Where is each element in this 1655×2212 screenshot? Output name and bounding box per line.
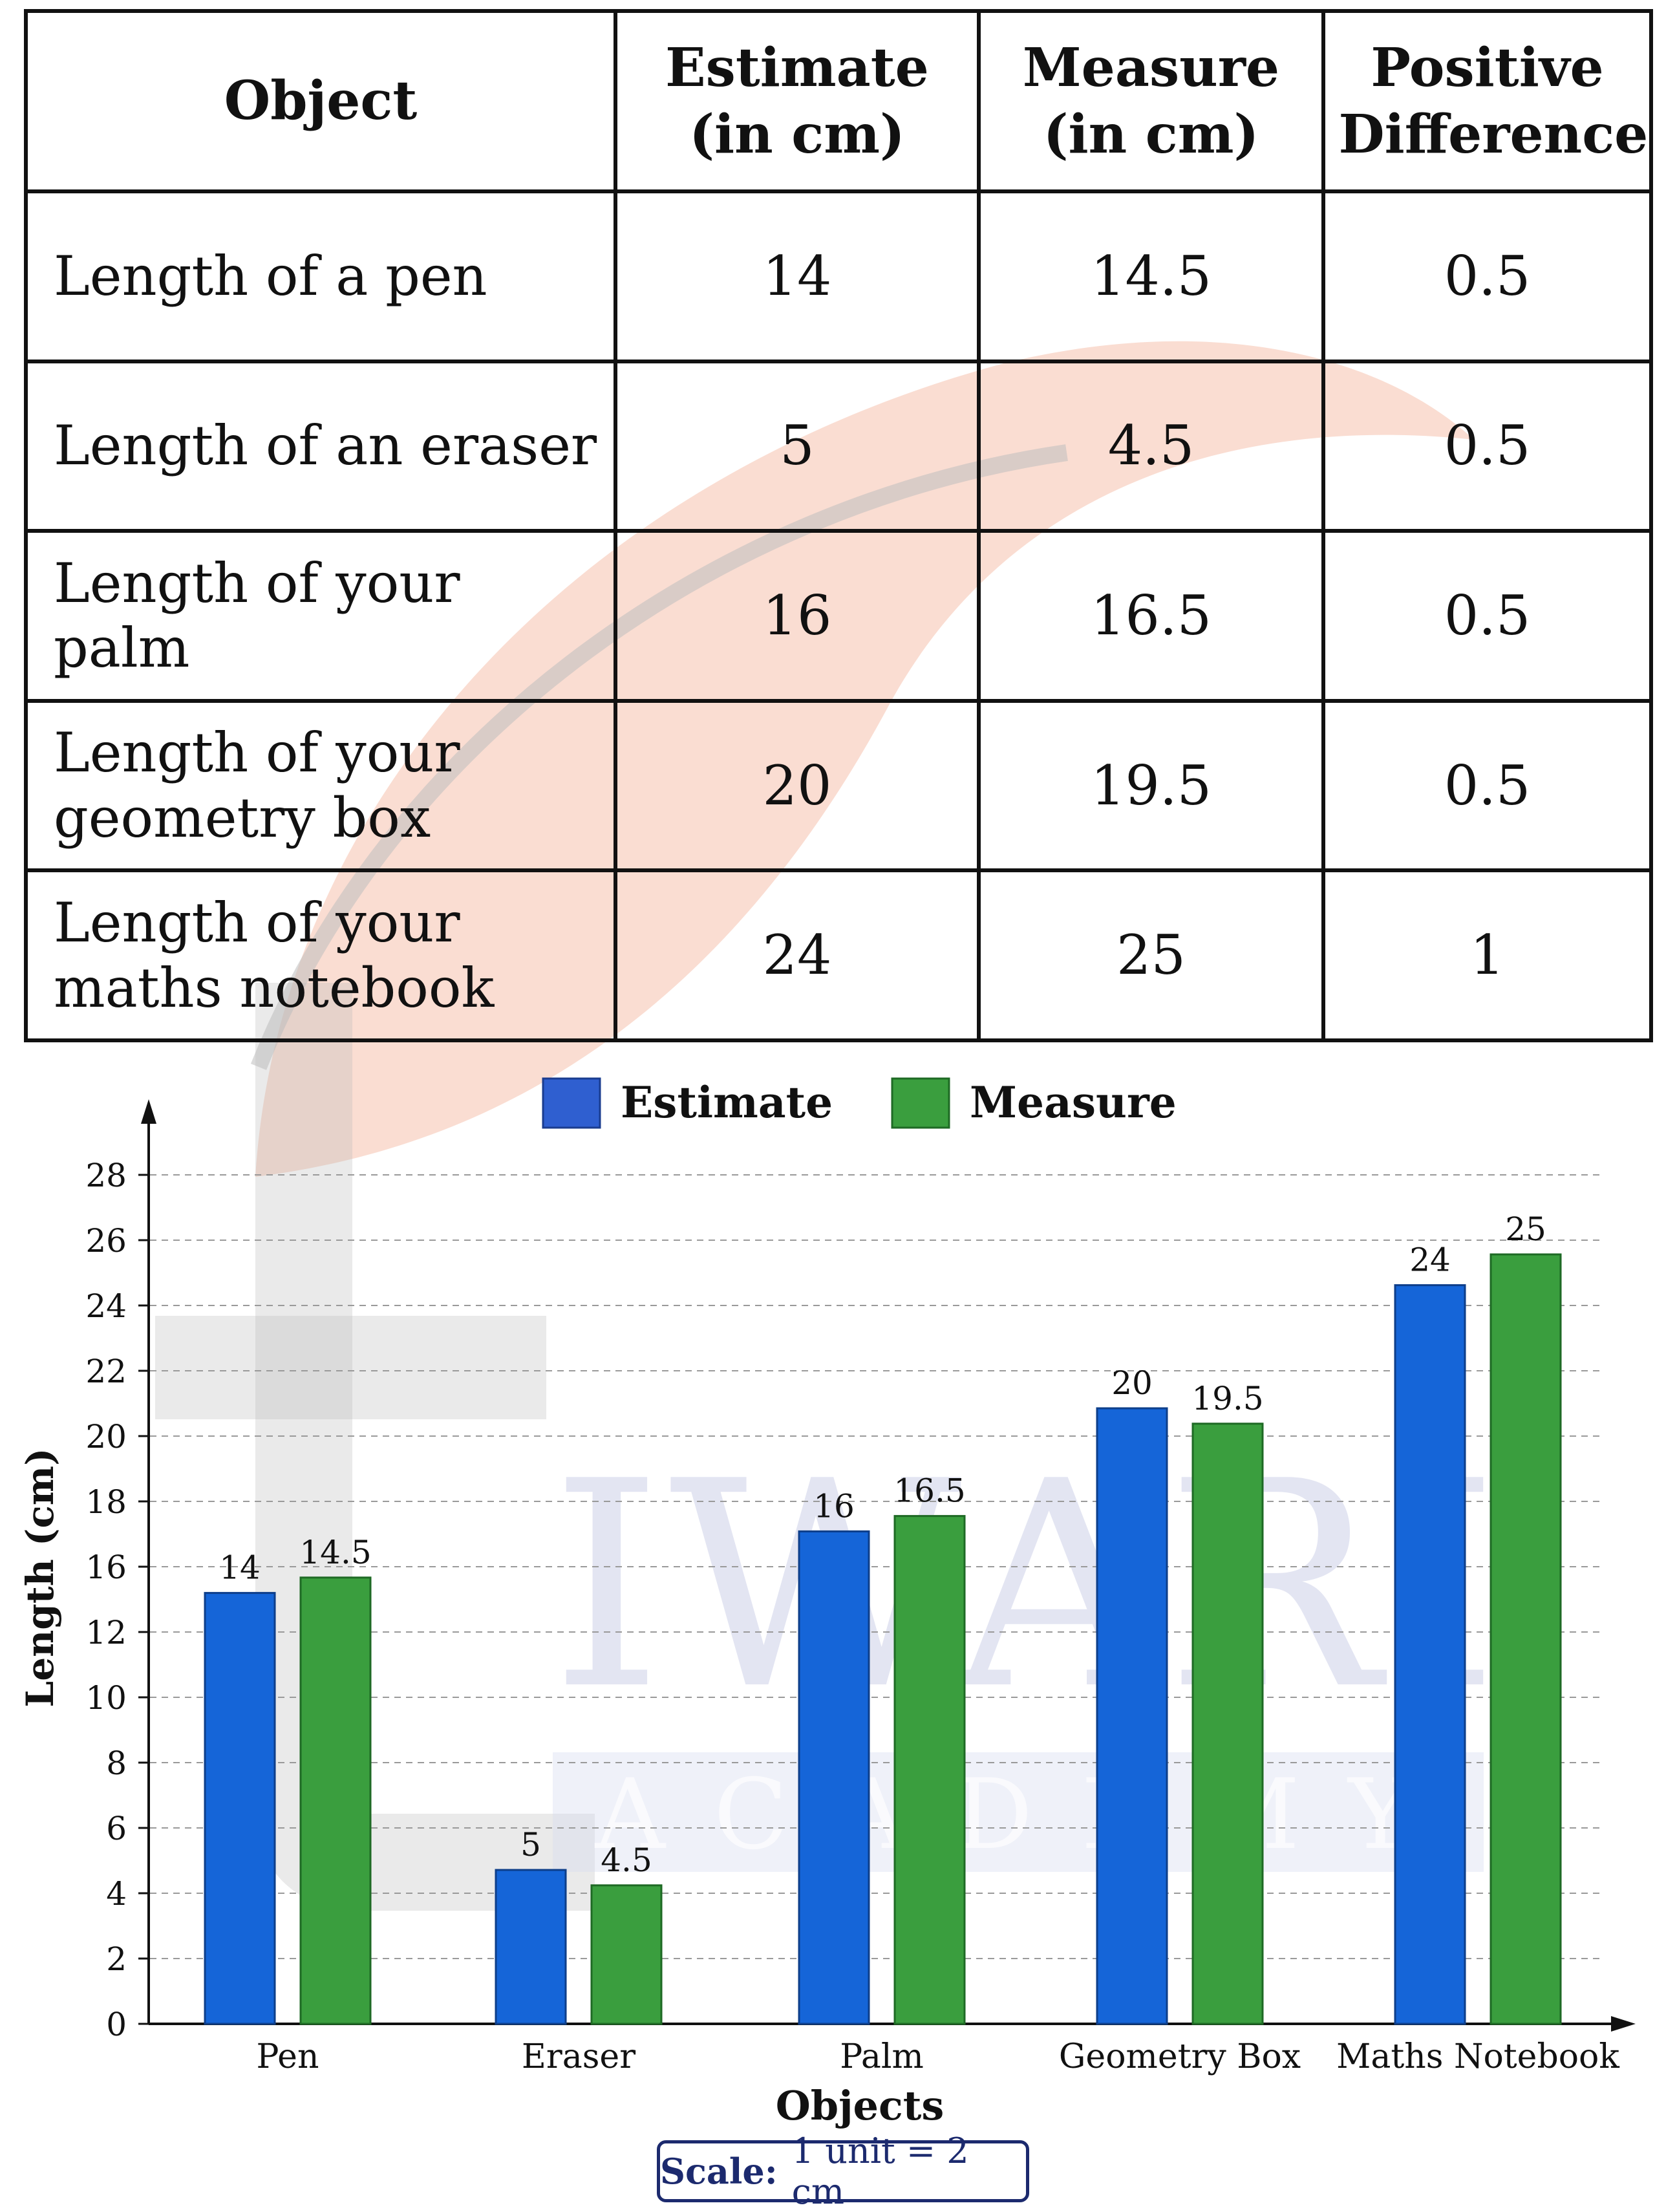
data-label: 14.5 [299, 1534, 371, 1571]
table-row: Length of an eraser 5 4.5 0.5 [24, 359, 1653, 533]
cell-measure: 19.5 [977, 698, 1325, 873]
header-measure: Measure (in cm) [977, 9, 1325, 193]
cell-difference: 0.5 [1321, 189, 1653, 363]
data-label: 16 [813, 1487, 855, 1525]
bars [204, 1253, 1562, 2025]
bar-estimate [204, 1592, 276, 2025]
cell-difference: 0.5 [1321, 698, 1653, 873]
x-axis-label: Objects [776, 2082, 945, 2129]
data-label: 19.5 [1191, 1380, 1263, 1417]
cell-difference: 0.5 [1321, 529, 1653, 703]
grid-lines [138, 1174, 1603, 2025]
bar-measure [1490, 1253, 1562, 2025]
cell-object: Length of your geometry box [24, 698, 617, 873]
header-estimate: Estimate (in cm) [614, 9, 981, 193]
y-tick-label: 16 [85, 1549, 127, 1586]
bar-measure [590, 1884, 663, 2025]
header-object: Object [24, 9, 617, 193]
table-row: Length of your palm 16 16.5 0.5 [24, 529, 1653, 703]
scale-value: 1 unit = 2 cm [791, 2131, 969, 2212]
cell-difference: 1 [1321, 868, 1653, 1042]
bar-measure [1191, 1423, 1264, 2025]
table-header-row: Object Estimate (in cm) Measure (in cm) … [24, 9, 1653, 193]
cell-object: Length of a pen [24, 189, 617, 363]
x-tick-label: Geometry Box [1059, 2037, 1301, 2076]
y-tick-label: 10 [85, 1679, 127, 1717]
bar-measure [893, 1515, 966, 2025]
legend-label-measure: Measure [970, 1077, 1177, 1128]
legend-swatch-estimate [542, 1077, 601, 1129]
data-label: 4.5 [601, 1842, 652, 1879]
cell-measure: 16.5 [977, 529, 1325, 703]
cell-measure: 14.5 [977, 189, 1325, 363]
data-label: 24 [1409, 1241, 1451, 1279]
axes [141, 1099, 1636, 2032]
y-tick-label: 26 [85, 1222, 127, 1260]
y-tick-label: 8 [106, 1745, 127, 1782]
cell-estimate: 16 [614, 529, 981, 703]
cell-difference: 0.5 [1321, 359, 1653, 533]
legend: Estimate Measure [542, 1077, 1177, 1129]
table-row: Length of a pen 14 14.5 0.5 [24, 189, 1653, 363]
y-tick-label: 6 [106, 1810, 127, 1847]
y-tick-label: 20 [85, 1418, 127, 1455]
cell-object: Length of an eraser [24, 359, 617, 533]
cell-object: Length of your palm [24, 529, 617, 703]
header-positive-difference: Positive Difference [1321, 9, 1653, 193]
legend-label-estimate: Estimate [621, 1077, 833, 1128]
bar-measure [299, 1576, 372, 2025]
y-tick-label: 2 [106, 1940, 127, 1978]
scale-label: Scale: [660, 2151, 778, 2192]
data-label: 14 [219, 1549, 261, 1587]
bar-estimate [495, 1869, 567, 2025]
x-tick-labels: Pen Eraser Palm Geometry Box Maths Notebook [257, 2037, 1620, 2076]
x-tick-label: Palm [840, 2037, 924, 2076]
y-tick-label: 0 [106, 2006, 127, 2043]
cell-estimate: 5 [614, 359, 981, 533]
y-tick-label: 28 [85, 1157, 127, 1194]
data-label: 25 [1505, 1210, 1546, 1248]
data-label: 16.5 [893, 1472, 965, 1510]
table-row: Length of your maths notebook 24 25 1 [24, 868, 1653, 1042]
y-tick-label: 24 [85, 1287, 127, 1325]
bar-estimate [798, 1530, 870, 2025]
cell-estimate: 20 [614, 698, 981, 873]
x-tick-label: Eraser [522, 2037, 635, 2076]
x-tick-label: Maths Notebook [1336, 2037, 1619, 2076]
y-axis-label: Length (cm) [18, 1448, 62, 1707]
y-tick-label: 18 [85, 1483, 127, 1521]
table-row: Length of your geometry box 20 19.5 0.5 [24, 698, 1653, 873]
y-tick-label: 22 [85, 1353, 127, 1390]
y-axis-arrow-icon [141, 1099, 156, 1124]
y-tick-label: 4 [106, 1875, 127, 1913]
cell-estimate: 14 [614, 189, 981, 363]
cell-measure: 4.5 [977, 359, 1325, 533]
data-label: 20 [1111, 1364, 1153, 1402]
cell-object: Length of your maths notebook [24, 868, 617, 1042]
bar-estimate [1394, 1284, 1466, 2025]
cell-measure: 25 [977, 868, 1325, 1042]
y-tick-label: 12 [85, 1614, 127, 1651]
data-label: 5 [520, 1826, 541, 1863]
legend-swatch-measure [891, 1077, 950, 1129]
data-table: Object Estimate (in cm) Measure (in cm) … [24, 9, 1653, 1042]
x-tick-label: Pen [257, 2037, 319, 2076]
scale-box: Scale: 1 unit = 2 cm [657, 2131, 1029, 2212]
bar-estimate [1096, 1407, 1168, 2025]
x-axis-arrow-icon [1611, 2016, 1636, 2032]
cell-estimate: 24 [614, 868, 981, 1042]
data-labels: 14 14.5 5 4.5 16 16.5 20 19.5 24 25 [219, 1210, 1546, 1879]
